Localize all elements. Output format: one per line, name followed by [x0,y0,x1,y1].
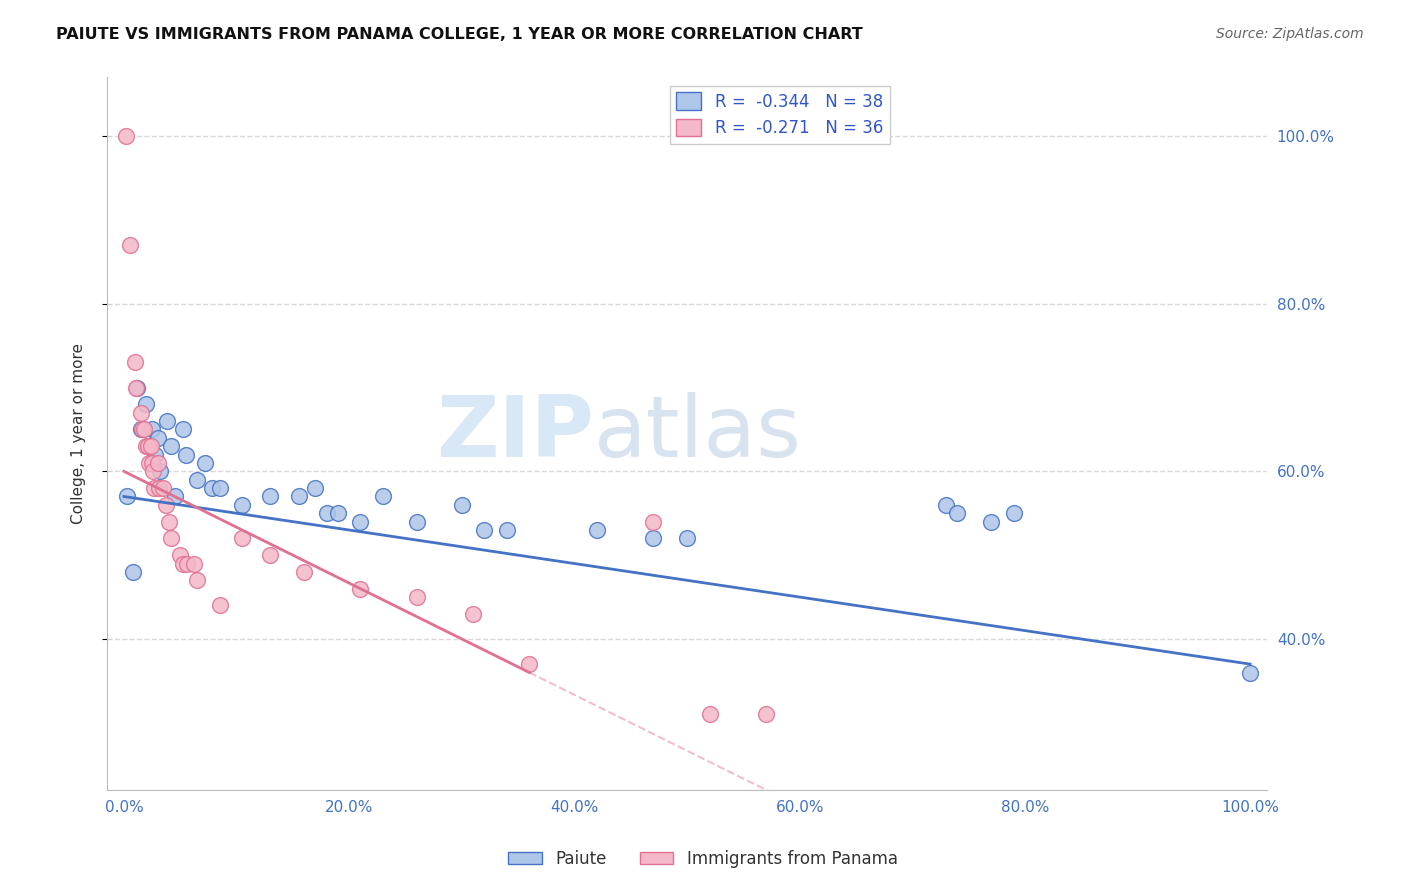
Point [980,515,1002,529]
Point [1002,506,1025,520]
Point [496,523,519,537]
Point [643,532,665,546]
Point [194,456,217,470]
Legend: Paiute, Immigrants from Panama: Paiute, Immigrants from Panama [502,844,904,875]
Point [349,582,371,596]
Point [136,439,159,453]
Point [146,456,169,470]
Point [155,498,177,512]
Point [127,380,149,394]
Point [148,481,170,495]
Point [145,448,167,462]
Point [450,498,472,512]
Point [135,397,157,411]
Point [349,515,371,529]
Point [141,422,163,436]
Point [138,456,160,470]
Point [176,557,198,571]
Point [231,532,253,546]
Point [172,422,194,436]
Point [755,707,778,722]
Point [146,431,169,445]
Point [287,490,309,504]
Point [139,439,162,453]
Point [163,490,186,504]
Text: Source: ZipAtlas.com: Source: ZipAtlas.com [1216,27,1364,41]
Point [142,464,165,478]
Y-axis label: College, 1 year or more: College, 1 year or more [72,343,86,524]
Point [405,515,427,529]
Point [149,464,172,478]
Point [129,422,152,436]
Text: ZIP: ZIP [436,392,595,475]
Point [326,506,349,520]
Point [160,439,183,453]
Point [125,380,148,394]
Point [129,406,152,420]
Point [183,557,205,571]
Point [643,515,665,529]
Legend: R =  -0.344   N = 38, R =  -0.271   N = 36: R = -0.344 N = 38, R = -0.271 N = 36 [669,86,890,144]
Point [371,490,394,504]
Point [292,565,315,579]
Text: PAIUTE VS IMMIGRANTS FROM PANAMA COLLEGE, 1 YEAR OR MORE CORRELATION CHART: PAIUTE VS IMMIGRANTS FROM PANAMA COLLEGE… [56,27,863,42]
Point [152,481,174,495]
Point [174,448,197,462]
Point [208,599,231,613]
Point [461,607,484,621]
Point [472,523,495,537]
Point [169,548,191,562]
Point [259,548,281,562]
Point [586,523,609,537]
Point [186,473,208,487]
Point [1239,665,1261,680]
Point [946,506,969,520]
Point [118,238,141,252]
Point [124,355,146,369]
Point [699,707,721,722]
Point [157,515,180,529]
Point [676,532,699,546]
Point [405,590,427,604]
Text: atlas: atlas [595,392,803,475]
Point [172,557,194,571]
Point [315,506,337,520]
Point [143,481,166,495]
Point [156,414,179,428]
Point [519,657,541,672]
Point [114,129,136,144]
Point [304,481,326,495]
Point [141,456,163,470]
Point [160,532,183,546]
Point [117,490,139,504]
Point [186,574,208,588]
Point [231,498,253,512]
Point [201,481,224,495]
Point [259,490,281,504]
Point [131,422,153,436]
Point [935,498,957,512]
Point [208,481,231,495]
Point [134,422,156,436]
Point [122,565,145,579]
Point [135,439,157,453]
